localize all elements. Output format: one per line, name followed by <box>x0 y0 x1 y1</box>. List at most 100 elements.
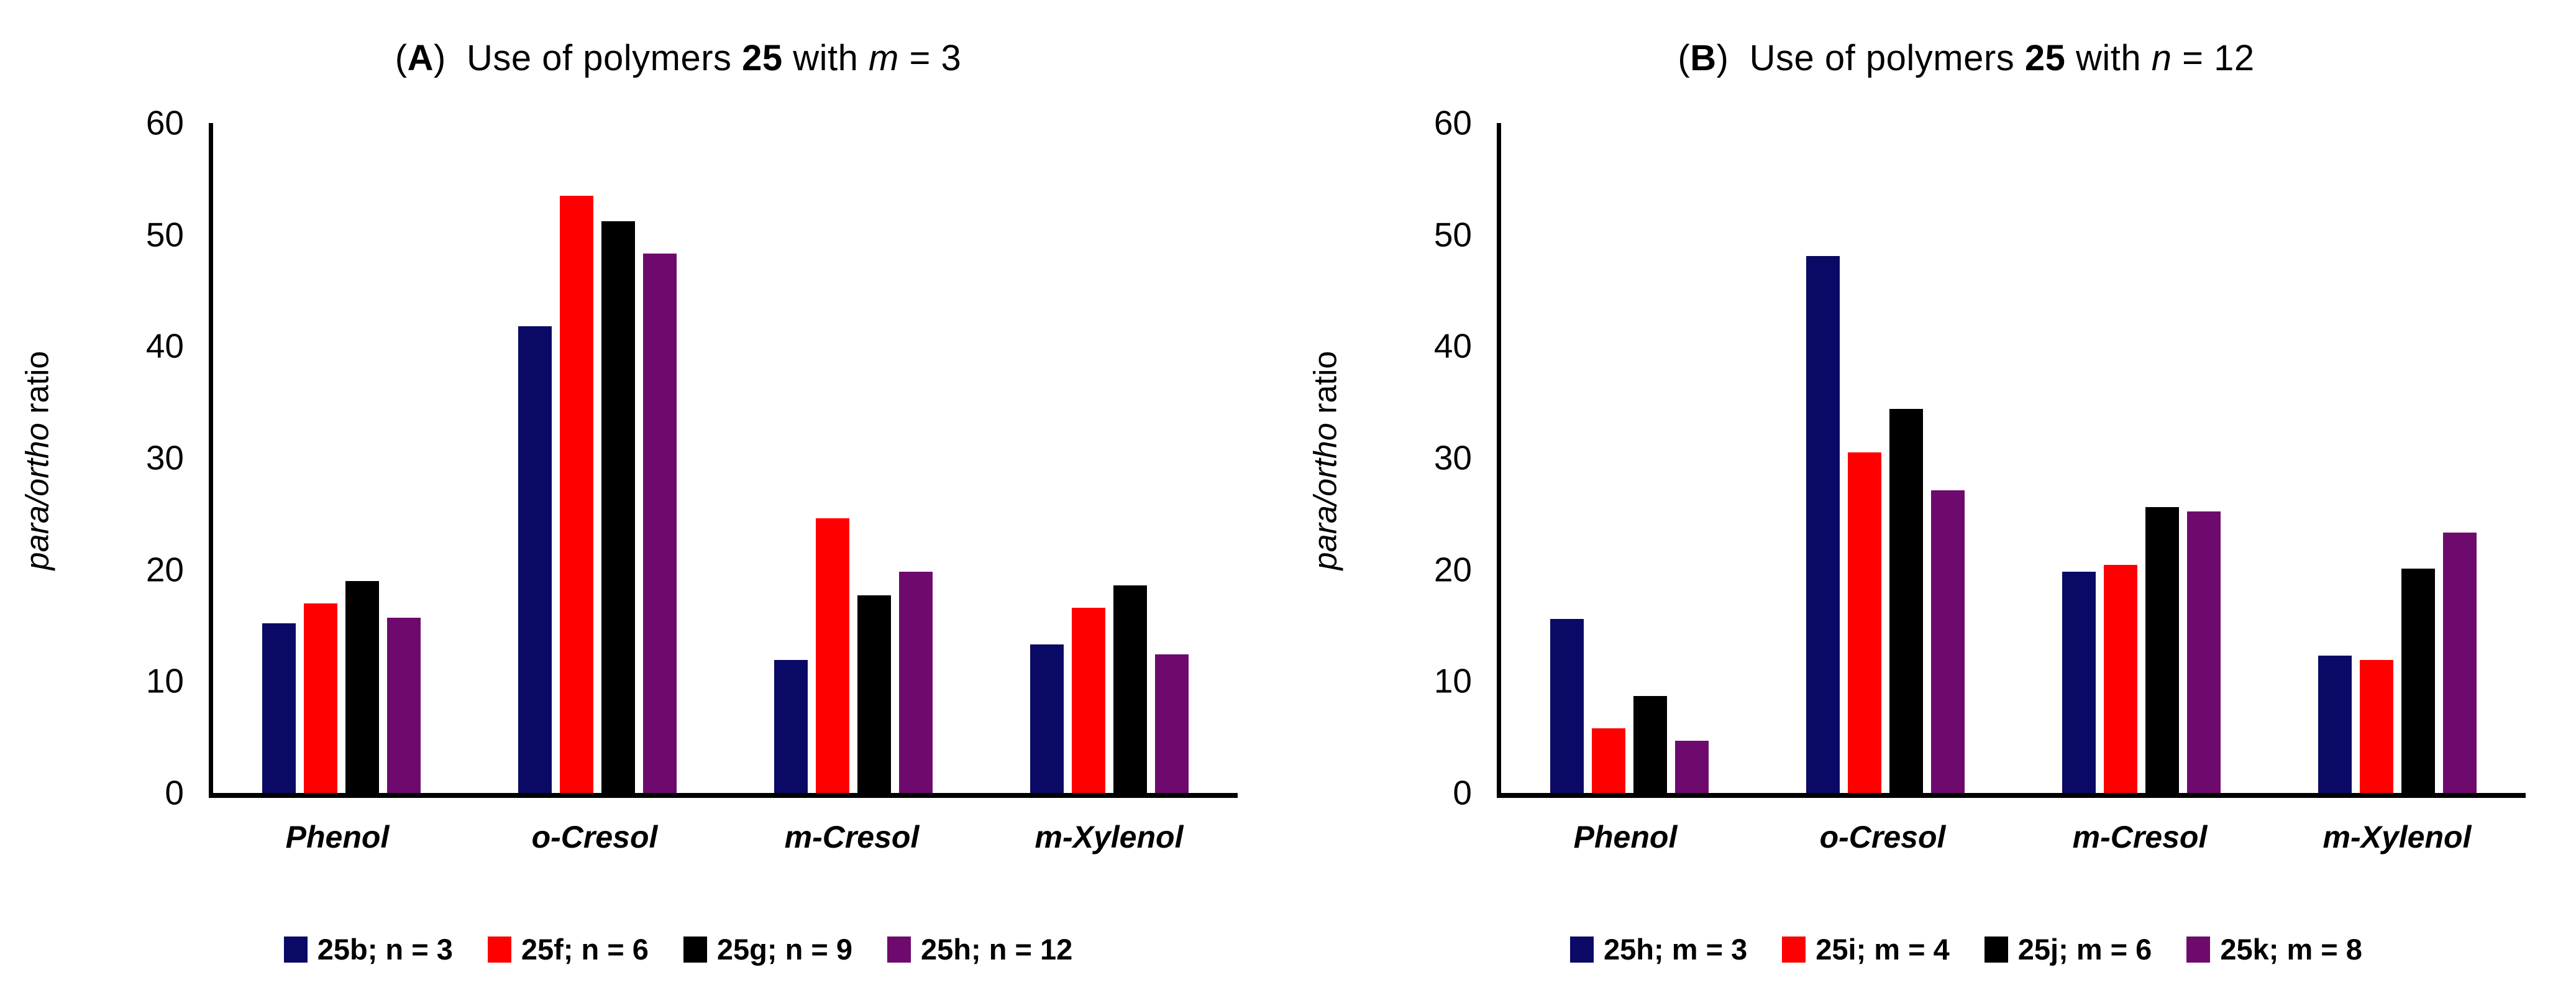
bar-black-o-cresol <box>601 221 635 793</box>
title-segment: with <box>2065 38 2152 79</box>
bar-red-m-xylenol <box>2360 660 2394 793</box>
bar-red-phenol <box>303 603 337 793</box>
category-label-m-cresol: m-Cresol <box>2072 820 2208 854</box>
bar-group-o-cresol <box>1806 123 1965 793</box>
legend-item-black: 25j; m = 6 <box>1984 932 2152 966</box>
legend-item-navy: 25b; n = 3 <box>283 932 453 966</box>
bar-purple-m-xylenol <box>1155 654 1189 793</box>
legend-swatch-icon <box>283 936 308 963</box>
bar-purple-phenol <box>386 617 421 793</box>
title-segment: ( <box>1678 38 1691 79</box>
title-segment: ( <box>395 38 408 79</box>
y-tick-label-10: 10 <box>145 661 184 700</box>
legend-swatch-icon <box>487 936 511 963</box>
title-segment: ) Use of polymers <box>433 38 742 79</box>
legend-swatch-icon <box>887 936 911 963</box>
title-segment: A <box>407 38 434 79</box>
category-label-m-cresol: m-Cresol <box>784 820 920 854</box>
bar-group-phenol <box>262 123 421 793</box>
chart-title: (B) Use of polymers 25 with n = 12 <box>1394 37 2539 79</box>
legend-swatch-icon <box>2186 936 2211 963</box>
bar-purple-o-cresol <box>1930 490 1965 793</box>
plot-area <box>209 123 1238 798</box>
category-label-o-cresol: o-Cresol <box>531 820 658 854</box>
y-tick-label-20: 20 <box>145 550 184 589</box>
bar-black-m-xylenol <box>1113 585 1148 793</box>
bar-red-phenol <box>1591 728 1625 793</box>
legend: 25b; n = 3 25f; n = 6 25g; n = 9 25h; n = 1… <box>93 932 1263 966</box>
legend-label: 25j; m = 6 <box>2017 933 2152 966</box>
chart-title: (A) Use of polymers 25 with m = 3 <box>106 37 1251 79</box>
bar-group-m-xylenol <box>2318 123 2477 793</box>
legend-label: 25b; n = 3 <box>317 933 453 966</box>
chart-panel-a: (A) Use of polymers 25 with m = 3 para/o… <box>0 37 1263 966</box>
category-labels: Phenol o-Cresol m-Cresol m-Xylenol <box>1497 819 2526 855</box>
category-label-m-xylenol: m-Xylenol <box>2323 820 2472 854</box>
y-tick-label-0: 0 <box>1453 773 1472 812</box>
legend-label: 25k; m = 8 <box>2220 933 2362 966</box>
legend-swatch-icon <box>1782 936 1806 963</box>
bar-purple-o-cresol <box>642 254 677 793</box>
bar-purple-m-xylenol <box>2443 533 2477 793</box>
legend-label: 25h; n = 12 <box>921 933 1073 966</box>
legend: 25h; m = 3 25i; m = 4 25j; m = 6 25k; m = 8 <box>1381 932 2551 966</box>
bar-black-m-cresol <box>2145 507 2180 793</box>
title-segment: with <box>782 38 869 79</box>
bar-group-m-cresol <box>774 123 933 793</box>
bar-navy-m-xylenol <box>1030 644 1064 793</box>
bar-purple-m-cresol <box>2187 511 2221 793</box>
category-label-phenol: Phenol <box>285 820 390 854</box>
legend-label: 25f; n = 6 <box>521 933 649 966</box>
chart-panel-b: (B) Use of polymers 25 with n = 12 para/… <box>1288 0 2576 1003</box>
title-segment: n <box>2151 38 2172 79</box>
legend-swatch-icon <box>1984 936 2008 963</box>
legend-item-navy: 25h; m = 3 <box>1570 932 1747 966</box>
legend-swatch-icon <box>683 936 707 963</box>
bar-navy-o-cresol <box>1806 255 1840 793</box>
y-axis-ticks: 0 10 20 30 40 50 60 <box>0 106 184 810</box>
y-tick-label-10: 10 <box>1433 661 1472 700</box>
legend-label: 25h; m = 3 <box>1604 933 1748 966</box>
bar-purple-phenol <box>1674 740 1709 793</box>
y-tick-label-0: 0 <box>165 773 184 812</box>
y-tick-label-30: 30 <box>145 438 184 477</box>
bar-groups <box>1501 123 2526 793</box>
bar-navy-phenol <box>262 623 296 793</box>
bar-red-o-cresol <box>559 195 593 793</box>
y-tick-label-50: 50 <box>1433 215 1472 254</box>
bar-purple-m-cresol <box>899 572 933 793</box>
y-tick-label-20: 20 <box>1433 550 1472 589</box>
legend-item-red: 25i; m = 4 <box>1782 932 1950 966</box>
category-labels: Phenol o-Cresol m-Cresol m-Xylenol <box>209 819 1238 855</box>
y-tick-label-60: 60 <box>145 103 184 142</box>
bar-group-m-xylenol <box>1030 123 1189 793</box>
legend-item-purple: 25k; m = 8 <box>2186 932 2362 966</box>
plot-area <box>1497 123 2526 798</box>
bar-red-m-cresol <box>2104 565 2138 793</box>
y-tick-label-30: 30 <box>1433 438 1472 477</box>
legend-label: 25i; m = 4 <box>1816 933 1950 966</box>
bar-group-m-cresol <box>2062 123 2221 793</box>
bar-groups <box>213 123 1238 793</box>
y-tick-label-60: 60 <box>1433 103 1472 142</box>
bar-black-m-xylenol <box>2401 568 2436 793</box>
title-segment: = 12 <box>2172 38 2255 79</box>
bar-black-m-cresol <box>857 595 892 793</box>
title-segment: ) Use of polymers <box>1716 38 2025 79</box>
legend-label: 25g; n = 9 <box>716 933 853 966</box>
title-segment: B <box>1690 38 1717 79</box>
title-segment: 25 <box>2024 38 2066 79</box>
bar-group-o-cresol <box>518 123 677 793</box>
y-tick-label-40: 40 <box>1433 326 1472 365</box>
bar-navy-m-cresol <box>774 660 808 793</box>
bar-red-m-cresol <box>816 518 850 793</box>
bar-navy-m-cresol <box>2062 572 2096 793</box>
bar-black-phenol <box>345 580 379 793</box>
bar-navy-phenol <box>1550 618 1584 793</box>
y-tick-label-40: 40 <box>145 326 184 365</box>
title-segment: 25 <box>742 38 783 79</box>
y-tick-label-50: 50 <box>145 215 184 254</box>
bar-black-o-cresol <box>1889 408 1923 793</box>
legend-item-red: 25f; n = 6 <box>487 932 649 966</box>
